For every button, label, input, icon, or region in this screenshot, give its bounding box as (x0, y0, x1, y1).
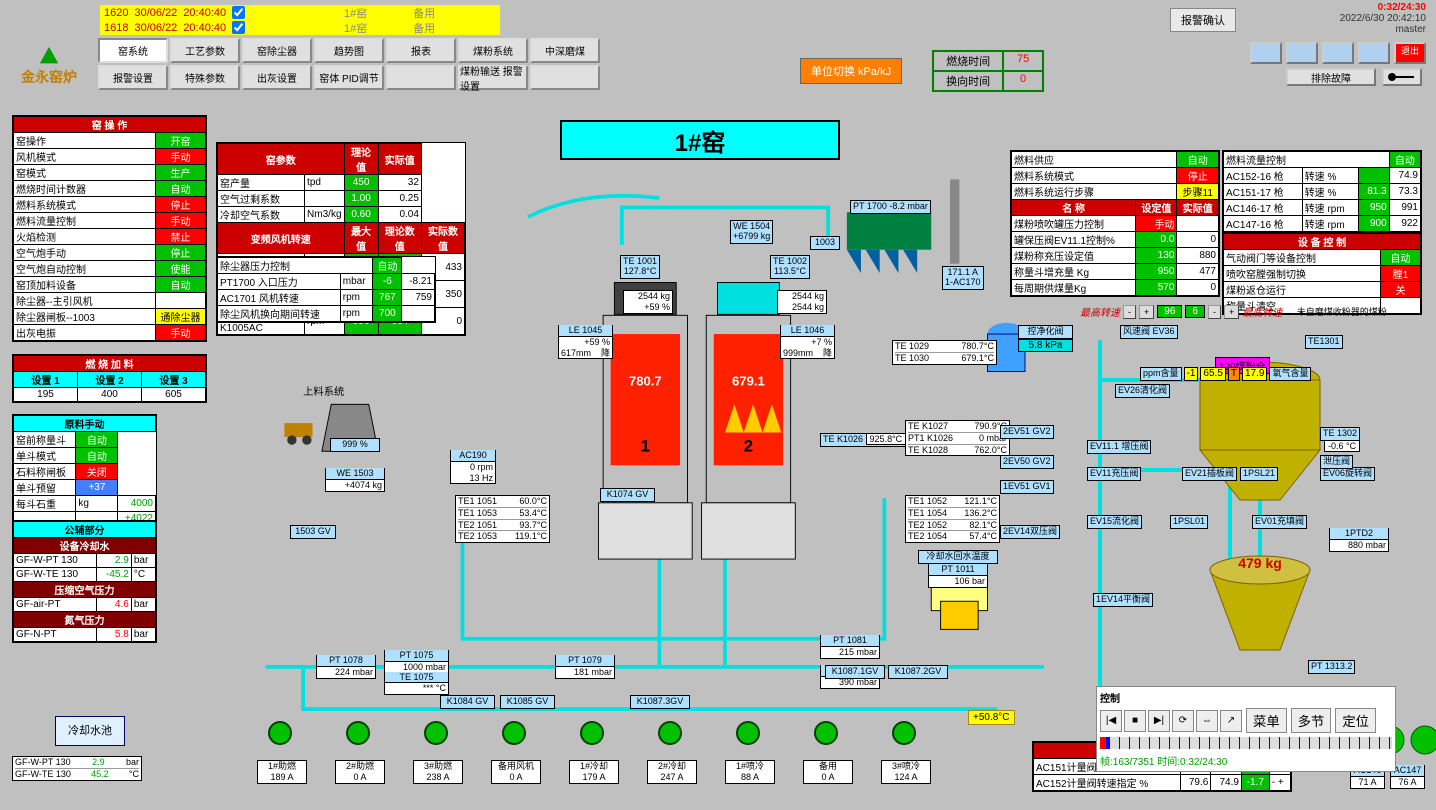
nav-6[interactable]: 中深磨煤 (530, 38, 600, 63)
panel-flow: 燃料流量控制自动AC152-16 枪转速 %74.9AC151-17 枪转速 %… (1222, 150, 1422, 233)
tool-icon-1[interactable] (1250, 42, 1282, 64)
tool-icon-3[interactable] (1322, 42, 1354, 64)
svg-text:479 kg: 479 kg (1238, 555, 1282, 571)
tool-icon-4[interactable] (1358, 42, 1390, 64)
nav-7[interactable]: 报警设置 (98, 65, 168, 90)
nav-13[interactable] (530, 65, 600, 90)
popup-pos-button[interactable]: 定位 (1335, 708, 1376, 733)
exit-button[interactable]: 退出 (1394, 42, 1426, 64)
popup-menu-button[interactable]: 菜单 (1246, 708, 1287, 733)
kiln-title: 1#窑 (560, 120, 840, 160)
nav-8[interactable]: 特殊参数 (170, 65, 240, 90)
playback-btn-3[interactable]: ⟳ (1172, 710, 1194, 732)
nav-5[interactable]: 煤粉系统 (458, 38, 528, 63)
loader-icon (284, 423, 312, 445)
nav-1[interactable]: 工艺参数 (170, 38, 240, 63)
nav-11[interactable] (386, 65, 456, 90)
dec-button[interactable]: - (1123, 305, 1136, 319)
alarm-ack-button[interactable]: 报警确认 (1170, 8, 1236, 32)
panel-kiln-ops: 窑 操 作 窑操作开窑风机模式手动窑模式生产燃烧时间计数器自动燃料系统模式停止燃… (12, 115, 207, 342)
panel-aux: 公辅部分 设备冷却水GF-W-PT 1302.9barGF-W-TE 130-4… (12, 520, 157, 643)
te1002-box: TE 1002113.5°C (770, 255, 810, 279)
nav-0[interactable]: 窑系统 (98, 38, 168, 63)
tool-icon-2[interactable] (1286, 42, 1318, 64)
panel-equip: 设 备 控 制 气动阀门等设备控制自动喷吹窑膛强制切换膛1煤粉返仓运行关称量斗清… (1222, 232, 1422, 315)
playback-btn-4[interactable]: ⇔ (1196, 710, 1218, 732)
playback-btn-0[interactable]: |◀ (1100, 710, 1122, 732)
pt1700-box: PT 1700 -8.2 mbar (850, 200, 931, 214)
alarm-check-1[interactable] (232, 21, 245, 34)
te1001-box: TE 1001127.8°C (620, 255, 660, 279)
svg-text:780.7: 780.7 (629, 374, 662, 389)
dec2-button[interactable]: - (1208, 305, 1221, 319)
system-clock: 0:32/24:30 2022/6/30 20:42:10 master (1340, 2, 1426, 35)
timing-display: 燃烧时间75 换向时间0 (932, 50, 1044, 92)
speed-limits: 最高转速 - + 96 6 - + 最底转速 ← 未自磨煤收粉器的煤粉 (1080, 304, 1387, 319)
alarm-check-0[interactable] (232, 6, 245, 19)
svg-text:679.1: 679.1 (732, 374, 765, 389)
popup-multi-button[interactable]: 多节 (1291, 708, 1332, 733)
panel-raw: 原料手动 窑前称量斗自动单斗模式自动石料称闸板关闭单斗预留+37每斗石重kg40… (12, 414, 157, 527)
svg-text:1: 1 (641, 436, 650, 455)
baghouse-icon (847, 212, 931, 273)
nav-12[interactable]: 煤粉输送 报警设置 (458, 65, 528, 90)
toolbar-icons: 退出 (1250, 42, 1426, 64)
i1003-box: 1003 (810, 236, 840, 250)
temp-badge: +50.8°C (968, 710, 1015, 725)
clear-fault-button[interactable]: 排除故障 (1286, 68, 1376, 86)
playback-btn-5[interactable]: ↗ (1220, 710, 1242, 732)
inc2-button[interactable]: + (1224, 305, 1239, 319)
svg-text:上料系统: 上料系统 (303, 385, 344, 398)
nav-3[interactable]: 趋势图 (314, 38, 384, 63)
we1504-box: WE 1504+6799 kg (730, 220, 773, 244)
playback-btn-1[interactable]: ■ (1124, 710, 1146, 732)
nav-4[interactable]: 报表 (386, 38, 456, 63)
unit-toggle[interactable]: 单位切换 kPa/kJ (800, 58, 902, 84)
nav-2[interactable]: 窑除尘器 (242, 38, 312, 63)
logo: 金永窑炉 (0, 38, 98, 94)
cooling-pool: 冷却水池 (55, 716, 125, 746)
nav-9[interactable]: 出灰设置 (242, 65, 312, 90)
svg-text:2: 2 (744, 436, 753, 455)
nav-10[interactable]: 窑体 PID调节 (314, 65, 384, 90)
playback-btn-2[interactable]: ▶| (1148, 710, 1170, 732)
playback-control-popup[interactable]: 控制 |◀■▶|⟳⇔↗ 菜单 多节 定位 帧:163/7351 时间:0:32/… (1096, 686, 1396, 772)
inc-button[interactable]: + (1139, 305, 1154, 319)
panel-burn-feed: 燃 烧 加 料 设置 1设置 2设置 3 195400605 (12, 354, 207, 403)
